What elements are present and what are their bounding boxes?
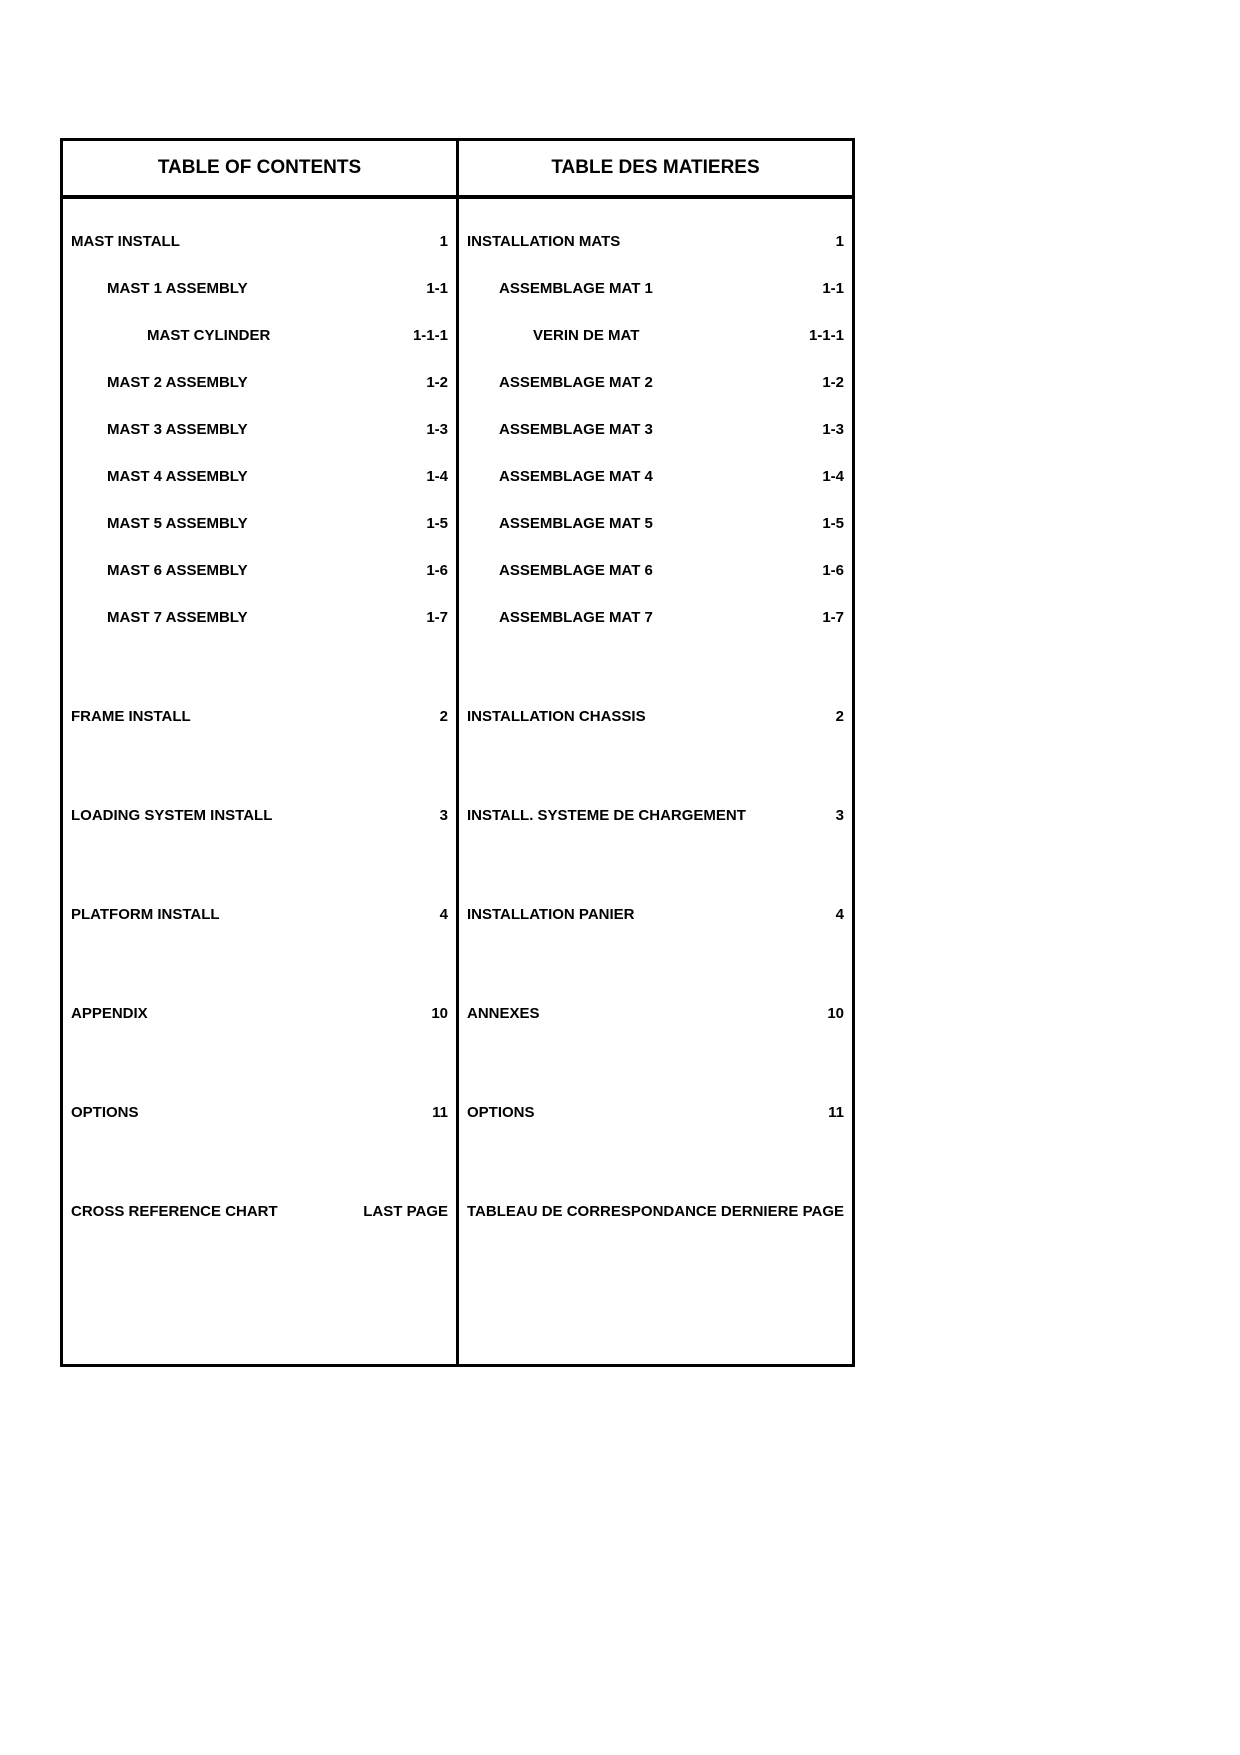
toc-entry-label: INSTALLATION CHASSIS bbox=[467, 708, 794, 725]
toc-entry: ANNEXES10 bbox=[459, 1005, 852, 1022]
toc-entry: TABLEAU DE CORRESPONDANCEDERNIERE PAGE bbox=[459, 1203, 852, 1220]
toc-entry-label: MAST INSTALL bbox=[71, 233, 388, 250]
toc-body-row: MAST INSTALL1MAST 1 ASSEMBLY1-1MAST CYLI… bbox=[63, 199, 852, 1364]
toc-entry-label: INSTALLATION MATS bbox=[467, 233, 794, 250]
toc-entry-page: 1-1 bbox=[388, 280, 448, 297]
toc-entry: MAST CYLINDER1-1-1 bbox=[63, 327, 456, 344]
toc-entry-label: MAST 1 ASSEMBLY bbox=[107, 280, 388, 297]
toc-entry-label: OPTIONS bbox=[467, 1104, 794, 1121]
toc-entry: ASSEMBLAGE MAT 41-4 bbox=[459, 468, 852, 485]
toc-entry-page: 1-1-1 bbox=[388, 327, 448, 344]
toc-entry: INSTALLATION MATS1 bbox=[459, 233, 852, 250]
toc-entry-label: LOADING SYSTEM INSTALL bbox=[71, 807, 388, 824]
toc-entry-label: ASSEMBLAGE MAT 2 bbox=[499, 374, 794, 391]
toc-entry-label: INSTALLATION PANIER bbox=[467, 906, 794, 923]
toc-entry: MAST 6 ASSEMBLY1-6 bbox=[63, 562, 456, 579]
toc-entry: ASSEMBLAGE MAT 71-7 bbox=[459, 609, 852, 626]
toc-entry: LOADING SYSTEM INSTALL3 bbox=[63, 807, 456, 824]
toc-entry: MAST 5 ASSEMBLY1-5 bbox=[63, 515, 456, 532]
toc-entry-label: ASSEMBLAGE MAT 4 bbox=[499, 468, 794, 485]
toc-entry: MAST INSTALL1 bbox=[63, 233, 456, 250]
toc-entry-label: OPTIONS bbox=[71, 1104, 388, 1121]
toc-entry: FRAME INSTALL2 bbox=[63, 708, 456, 725]
toc-entry-label: ASSEMBLAGE MAT 3 bbox=[499, 421, 794, 438]
toc-entry-label: TABLEAU DE CORRESPONDANCE bbox=[467, 1203, 721, 1220]
toc-entry-page: 10 bbox=[388, 1005, 448, 1022]
toc-entry-page: 1-4 bbox=[794, 468, 844, 485]
toc-entry-page: 1-6 bbox=[388, 562, 448, 579]
toc-entry: OPTIONS11 bbox=[63, 1104, 456, 1121]
toc-entry: ASSEMBLAGE MAT 31-3 bbox=[459, 421, 852, 438]
toc-entry-page: 1-2 bbox=[388, 374, 448, 391]
toc-entry-label: ASSEMBLAGE MAT 5 bbox=[499, 515, 794, 532]
toc-entry-label: ANNEXES bbox=[467, 1005, 794, 1022]
toc-entry-page: 1-1 bbox=[794, 280, 844, 297]
toc-entry-page: 4 bbox=[794, 906, 844, 923]
toc-entry-page: 1-7 bbox=[388, 609, 448, 626]
toc-entry: CROSS REFERENCE CHARTLAST PAGE bbox=[63, 1203, 456, 1220]
toc-entry-page: 11 bbox=[388, 1104, 448, 1121]
toc-entry-page: 1-3 bbox=[388, 421, 448, 438]
toc-entry-page: 3 bbox=[794, 807, 844, 824]
toc-entry: MAST 3 ASSEMBLY1-3 bbox=[63, 421, 456, 438]
toc-entry-page: 1-2 bbox=[794, 374, 844, 391]
toc-entry-label: ASSEMBLAGE MAT 1 bbox=[499, 280, 794, 297]
toc-entry: ASSEMBLAGE MAT 21-2 bbox=[459, 374, 852, 391]
toc-entry-label: CROSS REFERENCE CHART bbox=[71, 1203, 363, 1220]
toc-entry-page: 11 bbox=[794, 1104, 844, 1121]
toc-entry-label: FRAME INSTALL bbox=[71, 708, 388, 725]
toc-header-row: TABLE OF CONTENTS TABLE DES MATIERES bbox=[63, 141, 852, 199]
toc-column-english: MAST INSTALL1 MAST 1 ASSEMBLY1-1 MAST CYLI… bbox=[63, 199, 459, 1364]
toc-entry-label: MAST 2 ASSEMBLY bbox=[107, 374, 388, 391]
toc-entry-page: 1-3 bbox=[794, 421, 844, 438]
toc-entry: MAST 1 ASSEMBLY1-1 bbox=[63, 280, 456, 297]
toc-entry: MAST 2 ASSEMBLY1-2 bbox=[63, 374, 456, 391]
toc-entry-label: APPENDIX bbox=[71, 1005, 388, 1022]
toc-entry: INSTALLATION CHASSIS2 bbox=[459, 708, 852, 725]
toc-entry: ASSEMBLAGE MAT 11-1 bbox=[459, 280, 852, 297]
toc-entry-page: 2 bbox=[388, 708, 448, 725]
toc-entry-page: 1 bbox=[794, 233, 844, 250]
toc-entry: MAST 4 ASSEMBLY1-4 bbox=[63, 468, 456, 485]
toc-entry-page: 1-6 bbox=[794, 562, 844, 579]
toc-entry-label: PLATFORM INSTALL bbox=[71, 906, 388, 923]
toc-entry: PLATFORM INSTALL4 bbox=[63, 906, 456, 923]
toc-header-left: TABLE OF CONTENTS bbox=[63, 141, 459, 195]
toc-header-right: TABLE DES MATIERES bbox=[459, 141, 852, 195]
toc-entry-label: MAST CYLINDER bbox=[147, 327, 388, 344]
toc-entry-page: 1-5 bbox=[794, 515, 844, 532]
toc-entry-page: 1 bbox=[388, 233, 448, 250]
toc-container: TABLE OF CONTENTS TABLE DES MATIERES MAS… bbox=[60, 138, 855, 1367]
toc-entry-page: LAST PAGE bbox=[363, 1203, 448, 1220]
toc-entry-page: DERNIERE PAGE bbox=[721, 1203, 844, 1220]
toc-entry-label: MAST 6 ASSEMBLY bbox=[107, 562, 388, 579]
toc-entry: INSTALLATION PANIER4 bbox=[459, 906, 852, 923]
toc-entry-label: MAST 7 ASSEMBLY bbox=[107, 609, 388, 626]
toc-entry: APPENDIX10 bbox=[63, 1005, 456, 1022]
toc-entry-page: 1-4 bbox=[388, 468, 448, 485]
toc-entry-label: INSTALL. SYSTEME DE CHARGEMENT bbox=[467, 807, 794, 824]
toc-entry-page: 10 bbox=[794, 1005, 844, 1022]
toc-entry-label: VERIN DE MAT bbox=[533, 327, 794, 344]
toc-entry: VERIN DE MAT1-1-1 bbox=[459, 327, 852, 344]
toc-entry: OPTIONS11 bbox=[459, 1104, 852, 1121]
toc-entry-label: ASSEMBLAGE MAT 6 bbox=[499, 562, 794, 579]
toc-column-french: INSTALLATION MATS1 ASSEMBLAGE MAT 11-1 VER… bbox=[459, 199, 852, 1364]
toc-entry-label: MAST 4 ASSEMBLY bbox=[107, 468, 388, 485]
toc-entry-page: 1-7 bbox=[794, 609, 844, 626]
toc-entry: ASSEMBLAGE MAT 51-5 bbox=[459, 515, 852, 532]
toc-entry-page: 3 bbox=[388, 807, 448, 824]
toc-entry-page: 4 bbox=[388, 906, 448, 923]
toc-entry-label: ASSEMBLAGE MAT 7 bbox=[499, 609, 794, 626]
toc-entry-label: MAST 3 ASSEMBLY bbox=[107, 421, 388, 438]
toc-entry-label: MAST 5 ASSEMBLY bbox=[107, 515, 388, 532]
toc-entry: INSTALL. SYSTEME DE CHARGEMENT3 bbox=[459, 807, 852, 824]
toc-entry-page: 1-1-1 bbox=[794, 327, 844, 344]
toc-entry-page: 1-5 bbox=[388, 515, 448, 532]
toc-entry: ASSEMBLAGE MAT 61-6 bbox=[459, 562, 852, 579]
toc-entry: MAST 7 ASSEMBLY1-7 bbox=[63, 609, 456, 626]
toc-entry-page: 2 bbox=[794, 708, 844, 725]
